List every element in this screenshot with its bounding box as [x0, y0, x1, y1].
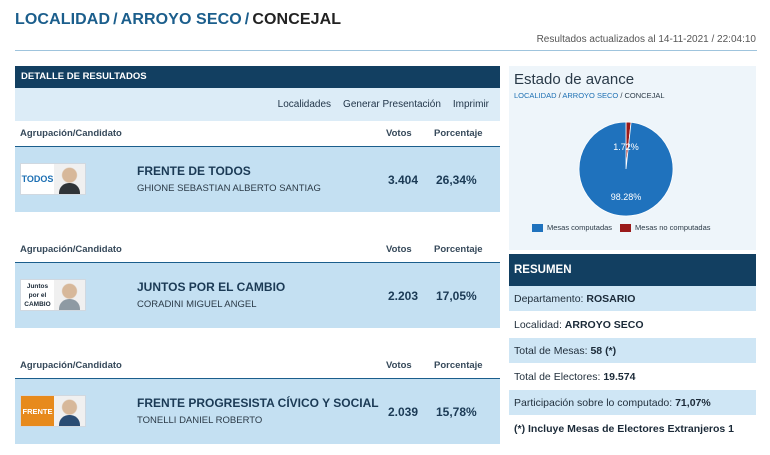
candidate-name: CORADINI MIGUEL ANGEL	[137, 299, 257, 310]
party-name: FRENTE DE TODOS	[137, 164, 251, 178]
last-updated-text: Resultados actualizados al 14-11-2021 / …	[536, 34, 756, 45]
progress-panel: Estado de avance LOCALIDAD / ARROYO SECO…	[509, 66, 756, 250]
summary-label: Total de Mesas:	[514, 345, 588, 357]
breadcrumb-separator: /	[558, 91, 561, 100]
result-card: Agrupación/Candidato Votos Porcentaje TO…	[15, 121, 500, 212]
progress-crumb-localidad[interactable]: LOCALIDAD	[514, 91, 557, 100]
column-header-row: Agrupación/Candidato Votos Porcentaje	[15, 121, 500, 147]
party-name: FRENTE PROGRESISTA CÍVICO Y SOCIAL	[137, 396, 379, 410]
percentage-value: 26,34%	[436, 173, 477, 187]
title-divider	[15, 50, 757, 51]
summary-label: Departamento:	[514, 293, 584, 305]
legend-swatch-icon	[620, 224, 632, 233]
col-candidate-header: Agrupación/Candidato	[20, 244, 122, 255]
col-pct-header: Porcentaje	[434, 244, 483, 255]
summary-row-participacion: Participación sobre lo computado: 71,07%	[509, 390, 756, 416]
progress-crumb-cargo: CONCEJAL	[624, 91, 665, 100]
result-row: Juntos por el CAMBIO JUNTOS POR EL CAMBI…	[15, 263, 500, 328]
results-panel-header: DETALLE DE RESULTADOS	[15, 66, 500, 88]
column-header-row: Agrupación/Candidato Votos Porcentaje	[15, 237, 500, 263]
votes-value: 2.203	[388, 289, 419, 303]
summary-value: ROSARIO	[586, 293, 636, 305]
candidate-photo	[53, 164, 85, 194]
progress-crumb-place[interactable]: ARROYO SECO	[562, 91, 619, 100]
summary-value: 71,07%	[675, 397, 711, 409]
votes-value: 2.039	[388, 405, 419, 419]
votes-value: 3.404	[388, 173, 419, 187]
percentage-value: 15,78%	[436, 405, 477, 419]
pie-legend: Mesas computadas Mesas no computadas	[532, 223, 711, 233]
summary-row-footnote: (*) Incluye Mesas de Electores Extranjer…	[509, 416, 756, 442]
localidades-link[interactable]: Localidades	[277, 99, 332, 110]
party-name: JUNTOS POR EL CAMBIO	[137, 280, 286, 294]
col-pct-header: Porcentaje	[434, 128, 483, 139]
breadcrumb-localidad[interactable]: LOCALIDAD	[15, 11, 111, 28]
party-logo-mark: FRENTE	[21, 396, 54, 426]
breadcrumb-concejal: CONCEJAL	[252, 11, 342, 28]
progress-title: Estado de avance	[514, 71, 635, 88]
col-candidate-header: Agrupación/Candidato	[20, 360, 122, 371]
party-logo: FRENTE	[20, 395, 86, 427]
result-card: Agrupación/Candidato Votos Porcentaje Ju…	[15, 237, 500, 328]
percentage-value: 17,05%	[436, 289, 477, 303]
candidate-photo	[53, 280, 85, 310]
party-logo-mark: TODOS	[21, 173, 54, 184]
party-logo: TODOS	[20, 163, 86, 195]
pie-slice-computadas[interactable]	[578, 121, 674, 217]
result-card: Agrupación/Candidato Votos Porcentaje FR…	[15, 353, 500, 444]
legend-item-computadas[interactable]: Mesas computadas	[532, 223, 613, 233]
col-votes-header: Votos	[386, 244, 412, 255]
progress-pie-chart: 1.72% 98.28%	[578, 121, 674, 217]
summary-row-departamento: Departamento: ROSARIO	[509, 286, 756, 312]
summary-value: 58 (*)	[590, 345, 617, 357]
summary-value: 19.574	[603, 371, 636, 383]
summary-row-total-mesas: Total de Mesas: 58 (*)	[509, 338, 756, 364]
legend-item-no-computadas[interactable]: Mesas no computadas	[620, 223, 711, 233]
page-title: LOCALIDAD / ARROYO SECO / CONCEJAL	[15, 11, 341, 29]
pie-label-no-computadas: 1.72%	[613, 142, 639, 152]
candidate-name: TONELLI DANIEL ROBERTO	[137, 415, 263, 426]
party-logo: Juntos por el CAMBIO	[20, 279, 86, 311]
progress-breadcrumb: LOCALIDAD / ARROYO SECO / CONCEJAL	[514, 91, 665, 100]
summary-value: ARROYO SECO	[564, 319, 644, 331]
legend-swatch-icon	[532, 224, 543, 233]
generar-presentacion-link[interactable]: Generar Presentación	[343, 99, 441, 110]
summary-label: Localidad:	[514, 319, 562, 331]
pie-label-computadas: 98.28%	[611, 192, 642, 202]
candidate-photo	[53, 396, 85, 426]
party-logo-mark: Juntos por el CAMBIO	[24, 282, 51, 308]
column-header-row: Agrupación/Candidato Votos Porcentaje	[15, 353, 500, 379]
summary-row-total-electores: Total de Electores: 19.574	[509, 364, 756, 390]
breadcrumb-separator: /	[244, 11, 250, 28]
summary-header: RESUMEN	[509, 254, 756, 286]
result-row: TODOS FRENTE DE TODOS GHIONE SEBASTIAN A…	[15, 147, 500, 212]
breadcrumb-separator: /	[620, 91, 623, 100]
col-pct-header: Porcentaje	[434, 360, 483, 371]
summary-row-localidad: Localidad: ARROYO SECO	[509, 312, 756, 338]
legend-label: Mesas no computadas	[635, 223, 711, 232]
col-votes-header: Votos	[386, 128, 412, 139]
summary-footnote: (*) Incluye Mesas de Electores Extranjer…	[514, 423, 735, 435]
legend-label: Mesas computadas	[547, 223, 613, 232]
results-toolbar: Localidades Generar Presentación Imprimi…	[15, 88, 500, 121]
imprimir-link[interactable]: Imprimir	[452, 99, 489, 110]
breadcrumb-separator: /	[113, 11, 118, 28]
result-row: FRENTE FRENTE PROGRESISTA CÍVICO Y SOCIA…	[15, 379, 500, 444]
summary-label: Participación sobre lo computado:	[514, 397, 673, 409]
col-votes-header: Votos	[386, 360, 412, 371]
summary-label: Total de Electores:	[514, 371, 601, 383]
results-panel: DETALLE DE RESULTADOS Localidades Genera…	[15, 66, 500, 444]
sidebar: Estado de avance LOCALIDAD / ARROYO SECO…	[509, 66, 756, 442]
breadcrumb-arroyo-seco[interactable]: ARROYO SECO	[120, 11, 242, 28]
col-candidate-header: Agrupación/Candidato	[20, 128, 122, 139]
candidate-name: GHIONE SEBASTIAN ALBERTO SANTIAG	[137, 183, 321, 194]
